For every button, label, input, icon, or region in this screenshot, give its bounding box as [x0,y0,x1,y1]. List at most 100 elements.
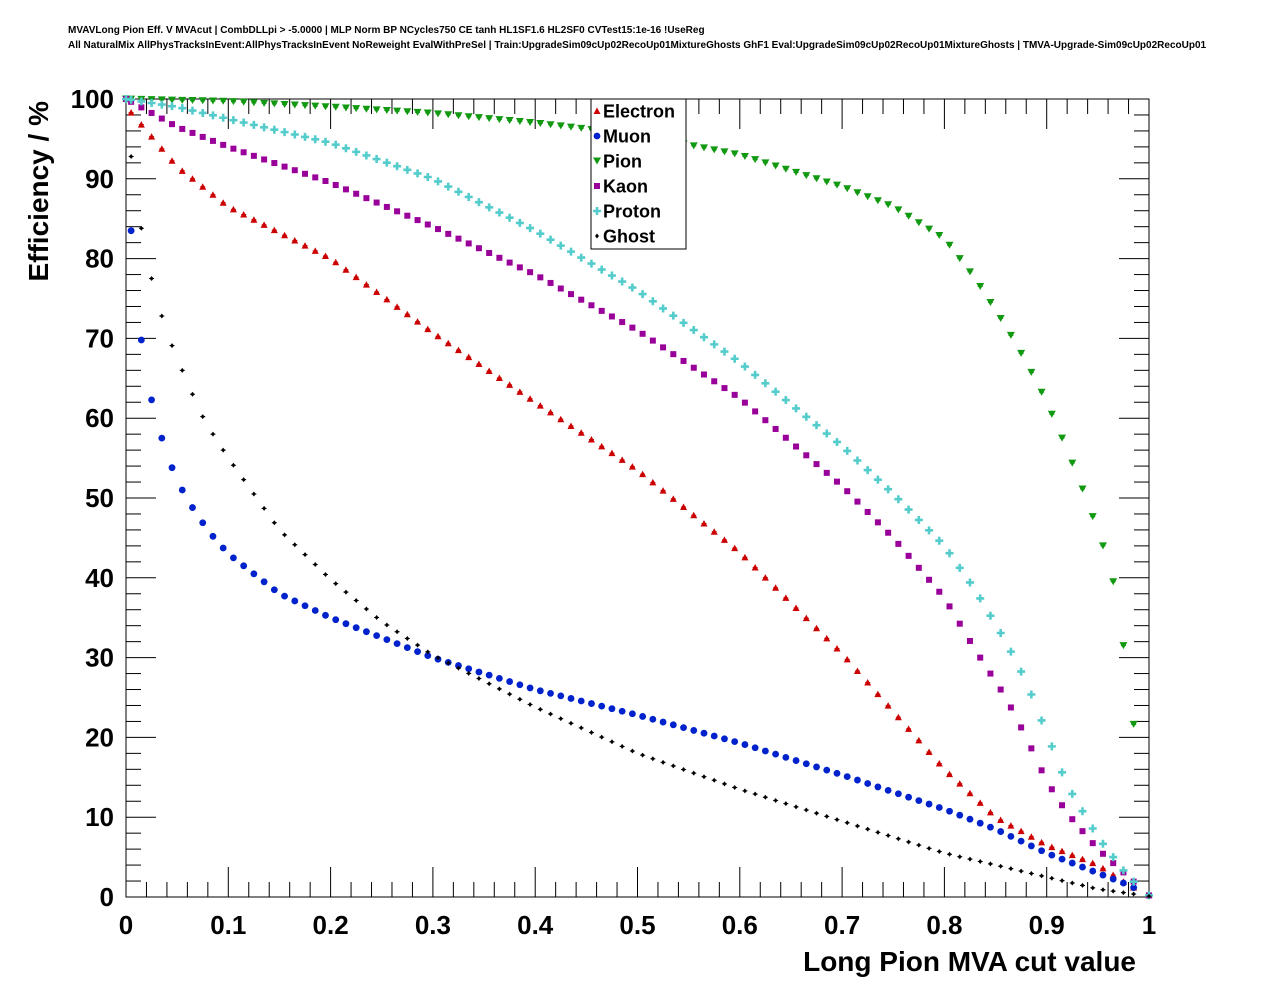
data-point [321,103,330,111]
data-point [1130,884,1138,892]
data-point [516,681,524,689]
data-point [579,725,584,731]
data-point [587,259,596,268]
y-axis-title: Efficiency / % [23,101,54,282]
data-point [341,144,350,153]
data-point [853,667,861,674]
data-point [270,226,278,234]
data-point [955,255,964,263]
data-point [1017,827,1025,835]
data-point [894,206,903,214]
data-point [1018,724,1025,731]
x-tick-label: 1 [1142,910,1156,940]
data-point [771,162,780,170]
data-point [751,156,760,164]
data-point [680,724,687,732]
data-point [955,563,964,572]
data-point [1037,388,1046,396]
data-point [188,106,197,115]
data-point [782,594,790,601]
data-point [967,856,972,862]
data-point [405,635,410,641]
data-point [864,780,872,787]
data-point [434,110,443,118]
data-point [577,124,586,132]
data-point [710,732,718,740]
data-point [731,391,738,398]
data-point [557,285,564,292]
data-point [1089,867,1097,875]
data-point [689,326,698,335]
data-point [905,552,912,559]
series-ghost [128,153,1152,899]
data-point [208,97,217,105]
data-point [813,624,821,632]
data-point [311,247,319,254]
data-point [1047,742,1056,751]
data-point [620,743,625,749]
data-point [352,273,360,281]
data-point [863,193,872,201]
data-point [1068,851,1076,859]
data-point [373,288,381,295]
data-point [454,112,463,120]
data-point [536,229,545,238]
data-point [250,570,258,578]
data-point [546,235,555,244]
data-point [219,544,227,552]
data-point [1017,837,1025,845]
data-point [485,203,494,212]
data-point [548,711,553,717]
data-point [1109,578,1118,586]
data-point [199,519,207,527]
data-point [436,655,441,661]
data-point [691,770,696,776]
data-point [454,346,462,354]
data-point [556,241,565,250]
data-point [394,208,401,215]
data-point [423,109,432,117]
data-point [240,149,247,156]
data-point [761,379,770,388]
data-point [577,429,585,436]
data-point [556,122,565,130]
data-point [312,174,319,181]
data-point [956,780,964,787]
data-point [485,115,494,123]
legend-marker-muon [593,132,601,140]
data-point [486,250,493,257]
y-tick-label: 0 [100,882,114,912]
data-point [834,817,839,823]
data-point [313,562,318,568]
data-point [547,689,554,697]
data-point [792,757,800,764]
data-point [864,508,871,515]
data-point [598,307,605,314]
data-point [475,245,482,252]
data-point [998,863,1003,869]
data-point [239,98,248,106]
data-point [712,777,717,783]
data-point [935,760,943,767]
data-point [946,807,953,815]
data-point [505,117,514,125]
data-point [741,399,748,406]
data-point [414,318,422,325]
data-point [393,107,402,115]
legend-label-proton: Proton [603,202,661,222]
data-point [474,114,483,122]
data-point [506,259,513,266]
data-point [1049,875,1054,881]
data-point [740,152,749,160]
data-point [485,671,493,679]
data-point [547,279,554,286]
data-point [302,170,309,177]
data-point [272,520,277,526]
data-point [813,763,820,771]
data-point [1109,853,1118,862]
data-point [589,730,594,736]
data-point [659,718,667,726]
data-point [485,367,493,374]
data-point [383,636,391,644]
data-point [925,225,934,233]
